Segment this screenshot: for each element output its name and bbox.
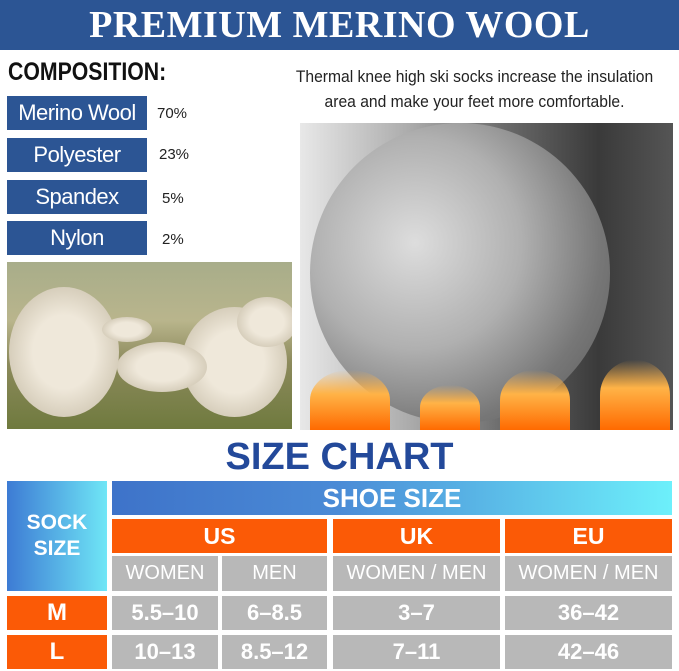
composition-title: COMPOSITION:: [8, 58, 167, 86]
region-uk: UK: [333, 519, 500, 553]
m-eu: 36–42: [505, 596, 672, 630]
region-eu: EU: [505, 519, 672, 553]
m-us-men: 6–8.5: [222, 596, 327, 630]
sub-us-women: WOMEN: [112, 556, 218, 591]
percent-merino-wool: 70%: [157, 105, 188, 122]
m-us-women: 5.5–10: [112, 596, 218, 630]
l-eu: 42–46: [505, 635, 672, 669]
sock-size-header: SOCK SIZE: [7, 481, 107, 591]
material-polyester: Polyester: [7, 138, 147, 172]
size-chart-title: SIZE CHART: [225, 436, 454, 478]
m-uk: 3–7: [333, 596, 500, 630]
l-us-men: 8.5–12: [222, 635, 327, 669]
sock-photo: [300, 123, 673, 430]
sub-eu: WOMEN / MEN: [505, 556, 672, 591]
percent-nylon: 2%: [162, 231, 184, 248]
sub-us-men: MEN: [222, 556, 327, 591]
l-uk: 7–11: [333, 635, 500, 669]
l-us-women: 10–13: [112, 635, 218, 669]
shoe-size-header: SHOE SIZE: [112, 481, 672, 515]
material-spandex: Spandex: [7, 180, 147, 214]
size-m: M: [7, 596, 107, 630]
description: Thermal knee high ski socks increase the…: [295, 67, 654, 111]
size-l: L: [7, 635, 107, 669]
sheep-photo: [7, 262, 292, 429]
sub-uk: WOMEN / MEN: [333, 556, 500, 591]
percent-spandex: 5%: [162, 190, 184, 207]
percent-polyester: 23%: [159, 146, 190, 163]
region-us: US: [112, 519, 327, 553]
material-merino-wool: Merino Wool: [7, 96, 147, 130]
material-nylon: Nylon: [7, 221, 147, 255]
page-title: PREMIUM MERINO WOOL: [0, 0, 679, 50]
